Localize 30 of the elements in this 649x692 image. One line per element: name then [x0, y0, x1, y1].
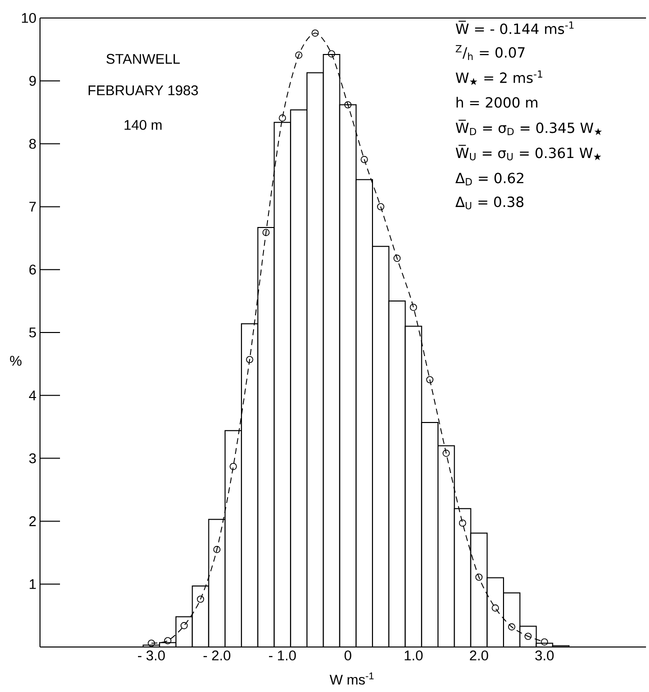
y-tick-label: 1 — [30, 579, 36, 589]
annotation: W̅$_{D}$ = σ$_{D}$ = 0.345 W$_{★}$ — [456, 120, 602, 136]
annotation: STANWELL — [106, 54, 180, 64]
annotation: W̅$_{U}$ = σ$_{U}$ = 0.361 W$_{★}$ — [456, 144, 602, 160]
x-tick-label: - 1.0 — [269, 650, 296, 660]
annotation: Δ$_{U}$ = 0.38 — [455, 196, 524, 210]
annotation: h = 2000 m — [456, 96, 538, 108]
x-tick-label: 1.0 — [404, 650, 423, 660]
y-tick-label: 6 — [29, 264, 36, 275]
x-tick-label: 3.0 — [535, 650, 554, 660]
annotation: Δ$_{D}$ = 0.62 — [455, 172, 524, 186]
annotation: FEBRUARY 1983 — [88, 85, 198, 96]
x-tick-label: 0 — [344, 650, 352, 660]
annotation: W̅ = - 0.144 ms$^{-1}$ — [456, 20, 574, 34]
y-tick-label: 3 — [29, 453, 36, 464]
y-tick-label: 5 — [29, 328, 36, 338]
annotation: $^{Z}$/$_{h}$ = 0.07 — [456, 45, 525, 60]
y-tick-label: 9 — [29, 76, 36, 86]
y-tick-label: 7 — [29, 202, 36, 212]
y-axis-title: % — [10, 356, 22, 366]
annotation: 140 m — [124, 120, 162, 130]
x-axis-title: W ms$^{-1}$ — [330, 672, 374, 685]
x-tick-label: - 3.0 — [138, 650, 165, 660]
y-tick-label: 10 — [22, 13, 36, 23]
y-tick-label: 2 — [29, 516, 36, 526]
y-tick-label: 4 — [29, 390, 36, 400]
x-tick-label: 2.0 — [470, 650, 488, 660]
y-tick-label: 8 — [29, 138, 36, 149]
annotation: W$_{★}$ = 2 ms$^{-1}$ — [456, 70, 542, 86]
x-tick-label: - 2.0 — [204, 650, 230, 660]
